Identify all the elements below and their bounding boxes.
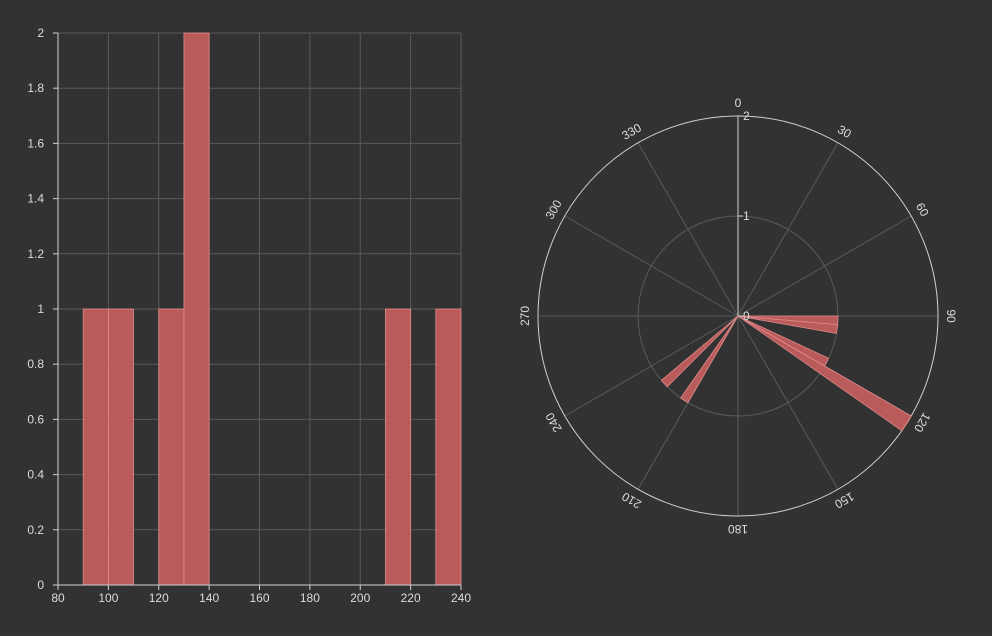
angle-tick-label: 90 <box>944 309 958 323</box>
y-tick-label: 2 <box>37 26 44 40</box>
angle-tick-label: 180 <box>728 522 748 536</box>
y-tick-label: 1.4 <box>27 192 44 206</box>
x-tick-label: 200 <box>350 591 370 605</box>
histogram-bar <box>158 308 185 586</box>
angle-tick-label: 270 <box>518 306 532 326</box>
angle-tick-label: 120 <box>911 410 933 435</box>
angle-tick-label: 30 <box>835 122 854 141</box>
y-tick-label: 0.8 <box>27 357 44 371</box>
x-tick-label: 240 <box>451 591 471 605</box>
y-tick-label: 1.6 <box>27 136 44 150</box>
histogram-bar <box>183 32 210 586</box>
polar-radial-tick-labels: 0 1 2 <box>738 109 750 323</box>
y-tick-label: 1.8 <box>27 81 44 95</box>
y-tick-label: 0.4 <box>27 468 44 482</box>
x-tick-label: 160 <box>249 591 269 605</box>
histogram-bar <box>385 308 412 586</box>
polar-bars <box>660 315 912 432</box>
histogram-bar <box>82 308 109 586</box>
polar-bar <box>737 315 912 432</box>
histogram-chart: 80 100 120 140 160 180 200 220 240 0 0.2 0.4 0.6 0.8… <box>27 26 471 605</box>
histogram-x-tick-labels: 80 100 120 140 160 180 200 220 240 <box>51 591 471 605</box>
polar-chart: 0 1 2 0 30 60 90 120 150 180 210 240 270 300 330 <box>518 96 958 536</box>
polar-bar <box>680 315 739 404</box>
radial-tick-label: 2 <box>743 109 750 123</box>
x-tick-label: 180 <box>300 591 320 605</box>
angle-tick-label: 210 <box>619 489 644 511</box>
y-tick-label: 1 <box>37 302 44 316</box>
histogram-y-tick-labels: 0 0.2 0.4 0.6 0.8 1 1.2 1.4 1.6 1.8 2 <box>27 26 44 592</box>
y-tick-label: 1.2 <box>27 247 44 261</box>
angle-tick-label: 60 <box>913 200 932 219</box>
y-tick-label: 0.6 <box>27 412 44 426</box>
angle-tick-label: 300 <box>543 197 565 222</box>
angle-tick-label: 0 <box>735 96 742 110</box>
y-tick-label: 0.2 <box>27 523 44 537</box>
y-tick-label: 0 <box>37 578 44 592</box>
histogram-bar <box>435 308 462 586</box>
polar-bar <box>660 315 739 388</box>
polar-bar <box>737 315 839 334</box>
histogram-bars <box>82 32 462 586</box>
angle-tick-label: 240 <box>542 410 564 435</box>
angle-tick-label: 150 <box>832 489 857 511</box>
angle-tick-label: 330 <box>619 120 644 142</box>
radial-tick-label: 1 <box>743 209 750 223</box>
radial-tick-label: 0 <box>743 309 750 323</box>
histogram-axes <box>53 32 462 590</box>
x-tick-label: 80 <box>51 591 65 605</box>
x-tick-label: 220 <box>401 591 421 605</box>
histogram-bar <box>107 308 134 586</box>
x-tick-label: 120 <box>149 591 169 605</box>
x-tick-label: 140 <box>199 591 219 605</box>
x-tick-label: 100 <box>98 591 118 605</box>
